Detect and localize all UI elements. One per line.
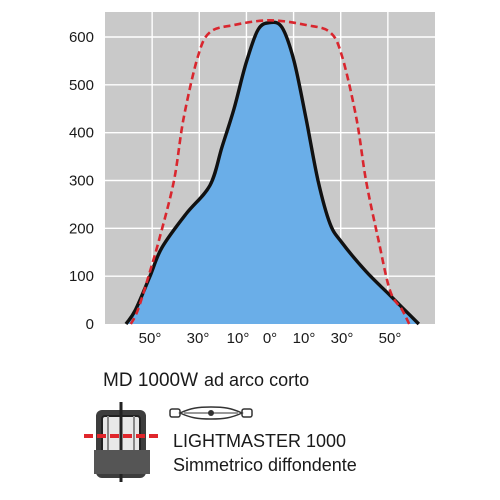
y-tick-label: 200: [69, 220, 94, 237]
model-name: MD 1000W: [103, 370, 199, 391]
double-ended-lamp-icon: [169, 406, 253, 420]
y-axis-ticks: 0 100 200 300 400 500 600: [69, 29, 94, 333]
x-tick-label: 50°: [139, 330, 162, 347]
x-tick-label: 30°: [331, 330, 354, 347]
y-tick-label: 400: [69, 125, 94, 142]
polar-intensity-chart: 0 100 200 300 400 500 600 50° 30° 10° 0° 10° 30° 50°: [69, 12, 435, 347]
product-name: LIGHTMASTER 1000: [173, 431, 347, 451]
x-axis-ticks: 50° 30° 10° 0° 10° 30° 50°: [139, 330, 402, 347]
product-description: Simmetrico diffondente: [173, 455, 357, 475]
y-tick-label: 100: [69, 268, 94, 285]
y-tick-label: 0: [86, 316, 94, 333]
floodlight-fixture-icon: [84, 402, 158, 482]
series-solid-line: [124, 20, 421, 326]
product-caption: LIGHTMASTER 1000 Simmetrico diffondente: [173, 429, 357, 477]
model-subtitle: ad arco corto: [204, 370, 310, 390]
y-tick-label: 500: [69, 77, 94, 94]
x-tick-label: 10°: [293, 330, 316, 347]
y-tick-label: 600: [69, 29, 94, 46]
x-tick-label: 30°: [187, 330, 210, 347]
y-tick-label: 300: [69, 173, 94, 190]
x-tick-label: 50°: [379, 330, 402, 347]
x-tick-label: 10°: [227, 330, 250, 347]
series-dashed-line: [129, 18, 411, 325]
model-caption: MD 1000W ad arco corto: [103, 370, 309, 392]
x-tick-label: 0°: [263, 330, 277, 347]
